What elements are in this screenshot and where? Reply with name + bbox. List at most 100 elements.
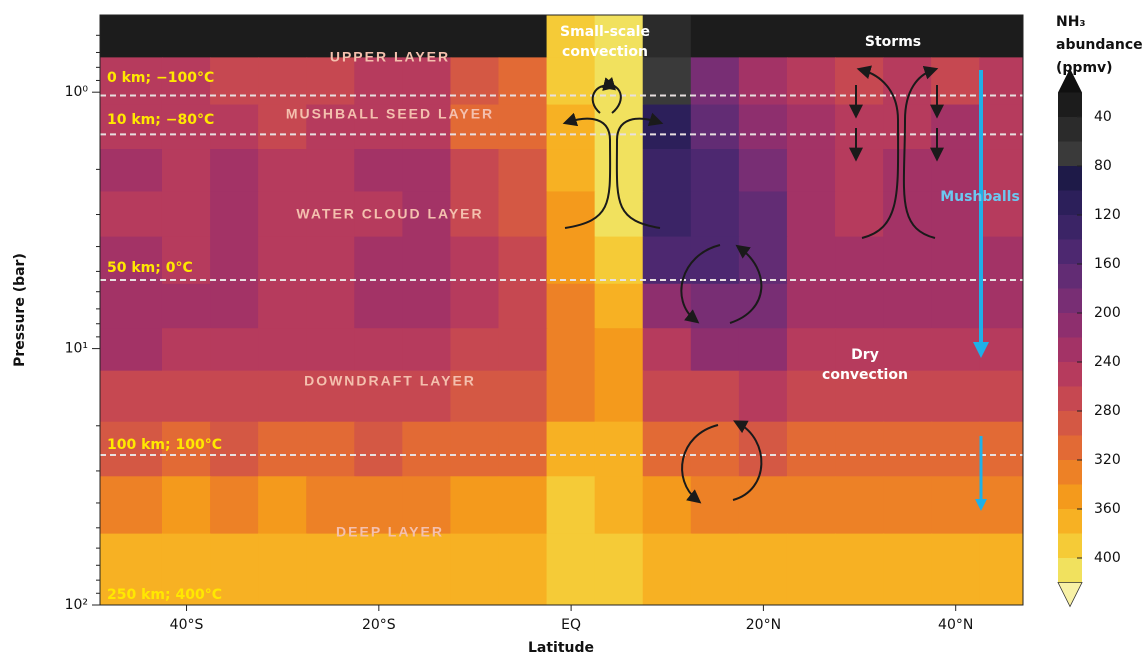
field-cell bbox=[450, 328, 499, 371]
colorbar-bin bbox=[1058, 93, 1082, 118]
field-cell bbox=[979, 534, 1023, 606]
field-cell bbox=[643, 191, 692, 237]
x-tick-label: 20°S bbox=[362, 617, 396, 633]
field-cell bbox=[739, 476, 788, 534]
colorbar-bin bbox=[1058, 485, 1082, 510]
field-cell bbox=[979, 284, 1023, 329]
field-cell bbox=[354, 534, 403, 606]
field-cell bbox=[402, 284, 451, 329]
field-cell bbox=[883, 105, 932, 150]
field-cell bbox=[643, 476, 692, 534]
field-cell bbox=[402, 328, 451, 371]
x-tick-label: 40°N bbox=[938, 617, 973, 633]
field-cell bbox=[883, 149, 932, 192]
field-cell bbox=[258, 57, 307, 105]
colorbar-tick-label: 40 bbox=[1094, 109, 1112, 125]
field-cell bbox=[162, 284, 211, 329]
colorbar-bin bbox=[1058, 558, 1082, 583]
field-cell bbox=[643, 534, 692, 606]
field-cell bbox=[931, 57, 980, 105]
field-cell bbox=[883, 237, 932, 285]
field-cell bbox=[787, 284, 836, 329]
field-cell bbox=[931, 105, 980, 150]
field-cell bbox=[306, 534, 355, 606]
field-cell bbox=[354, 149, 403, 192]
altitude-label: 100 km; 100°C bbox=[107, 437, 222, 453]
field-cell bbox=[450, 476, 499, 534]
field-cell bbox=[450, 57, 499, 105]
field-cell bbox=[402, 237, 451, 285]
field-cell bbox=[643, 422, 692, 478]
y-tick-label: 10² bbox=[65, 597, 88, 613]
field-cell bbox=[643, 328, 692, 371]
x-axis-label: Latitude bbox=[528, 640, 594, 656]
chart: 0 km; −100°C10 km; −80°C50 km; 0°C100 km… bbox=[0, 0, 1148, 664]
field-cell bbox=[258, 284, 307, 329]
colorbar-tick-label: 120 bbox=[1094, 207, 1121, 223]
colorbar-tick-label: 80 bbox=[1094, 158, 1112, 174]
field-cell bbox=[691, 328, 740, 371]
field-cell bbox=[210, 57, 259, 105]
field-cell bbox=[835, 237, 884, 285]
field-cell bbox=[499, 105, 548, 150]
field-cell bbox=[931, 476, 980, 534]
field-cell bbox=[258, 328, 307, 371]
field-cell bbox=[787, 328, 836, 371]
field-cell bbox=[547, 328, 596, 371]
field-cell bbox=[835, 284, 884, 329]
field-cell bbox=[306, 328, 355, 371]
field-cell bbox=[835, 191, 884, 237]
colorbar-label: (ppmv) bbox=[1056, 60, 1113, 76]
field-cell bbox=[979, 57, 1023, 105]
field-cell bbox=[739, 284, 788, 329]
field-cell bbox=[979, 422, 1023, 478]
field-cell bbox=[691, 57, 740, 105]
field-cell bbox=[931, 15, 980, 59]
field-cell bbox=[739, 105, 788, 150]
field-cell bbox=[450, 534, 499, 606]
field-cell bbox=[547, 57, 596, 105]
field-cell bbox=[499, 422, 548, 478]
field-cell bbox=[691, 237, 740, 285]
colorbar-bin bbox=[1058, 289, 1082, 314]
field-cell bbox=[499, 191, 548, 237]
field-cell bbox=[595, 284, 644, 329]
field-cell bbox=[595, 534, 644, 606]
colorbar-extend-high bbox=[1058, 583, 1082, 607]
field-cell bbox=[100, 15, 163, 59]
field-cell bbox=[787, 476, 836, 534]
field-cell bbox=[979, 105, 1023, 150]
field-cell bbox=[787, 149, 836, 192]
field-cell bbox=[835, 422, 884, 478]
field-cell bbox=[258, 422, 307, 478]
field-cell bbox=[739, 422, 788, 478]
field-cell bbox=[595, 328, 644, 371]
field-cell bbox=[162, 191, 211, 237]
field-cell bbox=[354, 422, 403, 478]
field-cell bbox=[258, 149, 307, 192]
field-cell bbox=[547, 149, 596, 192]
colorbar-bin bbox=[1058, 117, 1082, 142]
field-cell bbox=[547, 105, 596, 150]
field-cell bbox=[402, 422, 451, 478]
field-cell bbox=[835, 149, 884, 192]
field-cell bbox=[691, 534, 740, 606]
altitude-label: 10 km; −80°C bbox=[107, 112, 214, 128]
field-cell bbox=[595, 476, 644, 534]
field-cell bbox=[931, 328, 980, 371]
field-cell bbox=[787, 422, 836, 478]
colorbar-bin bbox=[1058, 460, 1082, 485]
colorbar-tick-label: 320 bbox=[1094, 452, 1121, 468]
field-cell bbox=[739, 237, 788, 285]
field-cell bbox=[643, 57, 692, 105]
colorbar-tick-label: 160 bbox=[1094, 256, 1121, 272]
colorbar-bin bbox=[1058, 436, 1082, 461]
field-cell bbox=[691, 191, 740, 237]
field-cell bbox=[787, 57, 836, 105]
field-cell bbox=[499, 149, 548, 192]
field bbox=[100, 15, 1024, 606]
field-cell bbox=[100, 191, 163, 237]
field-cell bbox=[100, 371, 163, 423]
field-cell bbox=[739, 191, 788, 237]
altitude-label: 0 km; −100°C bbox=[107, 70, 214, 86]
